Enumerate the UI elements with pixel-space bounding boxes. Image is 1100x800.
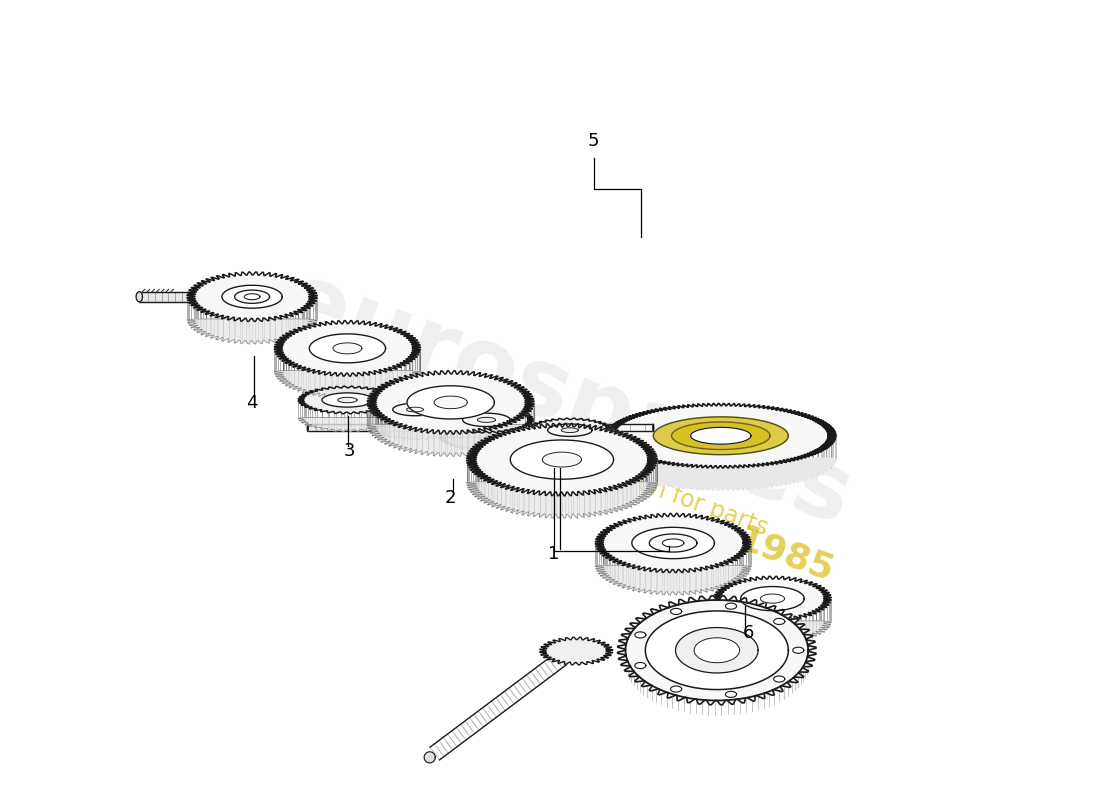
Polygon shape [595, 543, 751, 595]
Polygon shape [440, 420, 534, 450]
Polygon shape [333, 343, 362, 354]
Polygon shape [370, 410, 460, 440]
Polygon shape [635, 662, 646, 669]
Polygon shape [274, 321, 420, 376]
Text: 2: 2 [444, 490, 456, 507]
Polygon shape [714, 576, 832, 621]
Text: 3: 3 [344, 442, 355, 460]
Polygon shape [244, 294, 260, 300]
Polygon shape [187, 297, 317, 344]
Text: 5: 5 [587, 132, 600, 150]
Text: 6: 6 [742, 624, 755, 642]
Polygon shape [370, 397, 460, 422]
Polygon shape [595, 514, 751, 573]
Polygon shape [393, 403, 437, 416]
Polygon shape [671, 609, 682, 614]
Polygon shape [463, 413, 510, 426]
Polygon shape [540, 637, 613, 665]
Text: a passion for parts: a passion for parts [556, 442, 771, 540]
Polygon shape [308, 424, 653, 431]
Polygon shape [691, 427, 751, 444]
Polygon shape [466, 459, 657, 518]
Polygon shape [298, 400, 396, 431]
Polygon shape [136, 292, 143, 302]
Polygon shape [646, 611, 789, 690]
Text: eurospares: eurospares [271, 254, 864, 546]
Polygon shape [234, 290, 270, 303]
Polygon shape [425, 752, 436, 763]
Polygon shape [338, 398, 358, 402]
Polygon shape [773, 618, 784, 625]
Polygon shape [407, 407, 424, 412]
Polygon shape [527, 430, 613, 460]
Polygon shape [649, 534, 697, 552]
Polygon shape [671, 686, 682, 692]
Polygon shape [631, 527, 715, 558]
Polygon shape [694, 638, 739, 662]
Polygon shape [367, 370, 535, 434]
Polygon shape [606, 403, 836, 468]
Polygon shape [617, 596, 816, 705]
Polygon shape [298, 386, 397, 414]
Polygon shape [714, 598, 832, 643]
Polygon shape [675, 627, 758, 673]
Polygon shape [548, 424, 592, 437]
Polygon shape [606, 436, 836, 490]
Polygon shape [222, 286, 283, 308]
Polygon shape [274, 348, 420, 398]
Polygon shape [440, 406, 534, 433]
Text: 4: 4 [246, 394, 257, 412]
Polygon shape [542, 452, 582, 467]
Polygon shape [653, 417, 789, 454]
Polygon shape [626, 600, 808, 701]
Polygon shape [773, 676, 784, 682]
Polygon shape [309, 334, 385, 363]
Polygon shape [477, 418, 495, 422]
Polygon shape [561, 428, 579, 433]
Polygon shape [635, 632, 646, 638]
Polygon shape [725, 691, 737, 698]
Polygon shape [662, 539, 684, 547]
Text: 1: 1 [548, 545, 560, 563]
Polygon shape [760, 594, 784, 603]
Polygon shape [466, 423, 657, 496]
Polygon shape [407, 386, 494, 419]
Polygon shape [793, 647, 804, 654]
Polygon shape [672, 422, 770, 450]
Polygon shape [434, 396, 468, 409]
Polygon shape [527, 418, 613, 442]
Polygon shape [740, 586, 804, 610]
Text: 1985: 1985 [733, 522, 839, 588]
Polygon shape [140, 292, 191, 302]
Polygon shape [725, 603, 737, 610]
Polygon shape [367, 402, 534, 456]
Polygon shape [510, 440, 614, 479]
Polygon shape [187, 272, 317, 322]
Polygon shape [322, 393, 373, 407]
